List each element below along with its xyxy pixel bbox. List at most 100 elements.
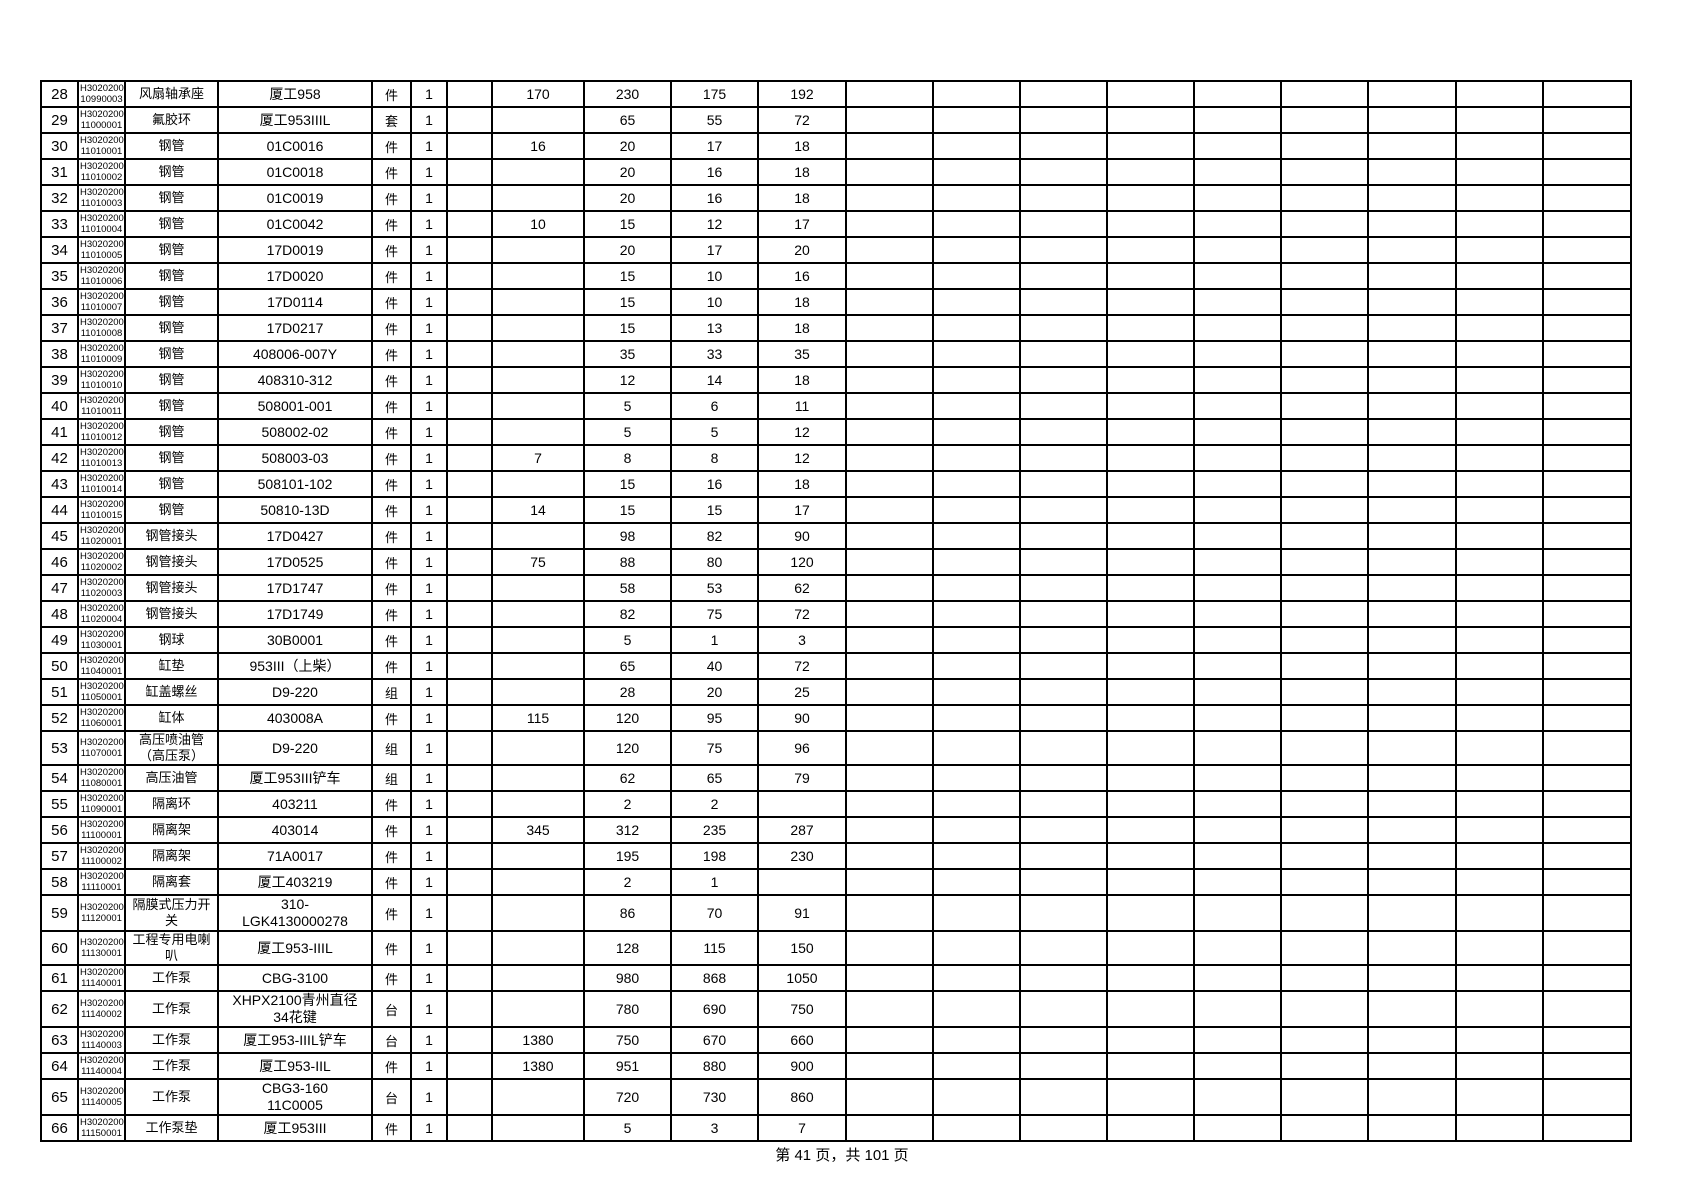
- part-name-cell: 工程专用电喇 叭: [124, 930, 219, 966]
- empty-cell: [845, 262, 934, 290]
- part-name-cell: 隔离套: [124, 868, 219, 896]
- price-cell-1: [491, 1078, 585, 1116]
- quantity-cell: 1: [410, 842, 448, 870]
- empty-cell: [1542, 548, 1632, 576]
- table-row: 53 H3020200 11070001 高压喷油管 （高压泵） D9-220 …: [40, 730, 1632, 766]
- empty-cell: [1542, 132, 1632, 160]
- empty-cell: [1542, 600, 1632, 628]
- empty-cell: [845, 868, 934, 896]
- empty-cell: [1367, 210, 1457, 238]
- price-cell-4: 860: [757, 1078, 847, 1116]
- empty-cell: [1367, 816, 1457, 844]
- model-spec-cell: 厦工953IIIL: [217, 106, 373, 134]
- unit-cell: 件: [371, 704, 412, 732]
- quantity-cell: 1: [410, 816, 448, 844]
- empty-cell: [845, 990, 934, 1028]
- row-number-cell: 52: [40, 704, 79, 732]
- price-cell-1: [491, 764, 585, 792]
- quantity-cell: 1: [410, 894, 448, 932]
- quantity-cell: 1: [410, 990, 448, 1028]
- table-row: 38 H3020200 11010009 钢管 408006-007Y 件 1 …: [40, 340, 1632, 368]
- price-cell-3: 235: [670, 816, 759, 844]
- blank-cell: [446, 1078, 493, 1116]
- table-row: 52 H3020200 11060001 缸体 403008A 件 1 115 …: [40, 704, 1632, 732]
- part-name-cell: 钢管: [124, 236, 219, 264]
- price-cell-1: 14: [491, 496, 585, 524]
- model-spec-cell: 17D1749: [217, 600, 373, 628]
- model-spec-cell: 01C0016: [217, 132, 373, 160]
- empty-cell: [1193, 418, 1282, 446]
- empty-cell: [1542, 626, 1632, 654]
- part-code-cell: H3020200 11060001: [77, 704, 126, 732]
- price-cell-2: 8: [583, 444, 672, 472]
- part-code-cell: H3020200 11010007: [77, 288, 126, 316]
- empty-cell: [1455, 80, 1544, 108]
- empty-cell: [932, 1026, 1021, 1054]
- blank-cell: [446, 496, 493, 524]
- model-spec-cell: 30B0001: [217, 626, 373, 654]
- empty-cell: [1367, 574, 1457, 602]
- quantity-cell: 1: [410, 210, 448, 238]
- empty-cell: [1542, 106, 1632, 134]
- price-cell-4: 18: [757, 470, 847, 498]
- unit-cell: 件: [371, 930, 412, 966]
- part-code-cell: H3020200 11010003: [77, 184, 126, 212]
- empty-cell: [1019, 262, 1108, 290]
- unit-cell: 件: [371, 340, 412, 368]
- row-number-cell: 43: [40, 470, 79, 498]
- empty-cell: [1280, 964, 1369, 992]
- price-cell-1: [491, 340, 585, 368]
- empty-cell: [845, 106, 934, 134]
- empty-cell: [1455, 106, 1544, 134]
- empty-cell: [845, 1078, 934, 1116]
- empty-cell: [1455, 210, 1544, 238]
- empty-cell: [845, 470, 934, 498]
- price-cell-4: 1050: [757, 964, 847, 992]
- model-spec-cell: 17D0427: [217, 522, 373, 550]
- part-name-cell: 工作泵垫: [124, 1114, 219, 1142]
- price-cell-2: 5: [583, 418, 672, 446]
- price-cell-3: 10: [670, 288, 759, 316]
- empty-cell: [1019, 184, 1108, 212]
- blank-cell: [446, 626, 493, 654]
- empty-cell: [1106, 930, 1195, 966]
- empty-cell: [932, 184, 1021, 212]
- empty-cell: [845, 842, 934, 870]
- quantity-cell: 1: [410, 470, 448, 498]
- model-spec-cell: 403008A: [217, 704, 373, 732]
- price-cell-1: 115: [491, 704, 585, 732]
- empty-cell: [1455, 678, 1544, 706]
- price-cell-4: 90: [757, 704, 847, 732]
- price-cell-4: 96: [757, 730, 847, 766]
- price-cell-4: 18: [757, 314, 847, 342]
- table-row: 34 H3020200 11010005 钢管 17D0019 件 1 20 1…: [40, 236, 1632, 264]
- quantity-cell: 1: [410, 548, 448, 576]
- row-number-cell: 54: [40, 764, 79, 792]
- empty-cell: [1455, 764, 1544, 792]
- row-number-cell: 48: [40, 600, 79, 628]
- empty-cell: [1106, 132, 1195, 160]
- unit-cell: 件: [371, 158, 412, 186]
- model-spec-cell: 厦工953-IIL: [217, 1052, 373, 1080]
- part-code-cell: H3020200 11000001: [77, 106, 126, 134]
- part-name-cell: 缸盖螺丝: [124, 678, 219, 706]
- price-cell-4: 91: [757, 894, 847, 932]
- part-name-cell: 钢管: [124, 184, 219, 212]
- empty-cell: [1280, 262, 1369, 290]
- empty-cell: [1193, 366, 1282, 394]
- price-cell-3: 82: [670, 522, 759, 550]
- table-row: 37 H3020200 11010008 钢管 17D0217 件 1 15 1…: [40, 314, 1632, 342]
- empty-cell: [1542, 1078, 1632, 1116]
- part-name-cell: 缸垫: [124, 652, 219, 680]
- empty-cell: [1193, 894, 1282, 932]
- empty-cell: [1280, 868, 1369, 896]
- empty-cell: [932, 894, 1021, 932]
- price-cell-1: [491, 842, 585, 870]
- empty-cell: [845, 1114, 934, 1142]
- empty-cell: [1280, 1052, 1369, 1080]
- table-row: 33 H3020200 11010004 钢管 01C0042 件 1 10 1…: [40, 210, 1632, 238]
- unit-cell: 件: [371, 314, 412, 342]
- part-code-cell: H3020200 11140002: [77, 990, 126, 1028]
- price-cell-2: 951: [583, 1052, 672, 1080]
- empty-cell: [1019, 1078, 1108, 1116]
